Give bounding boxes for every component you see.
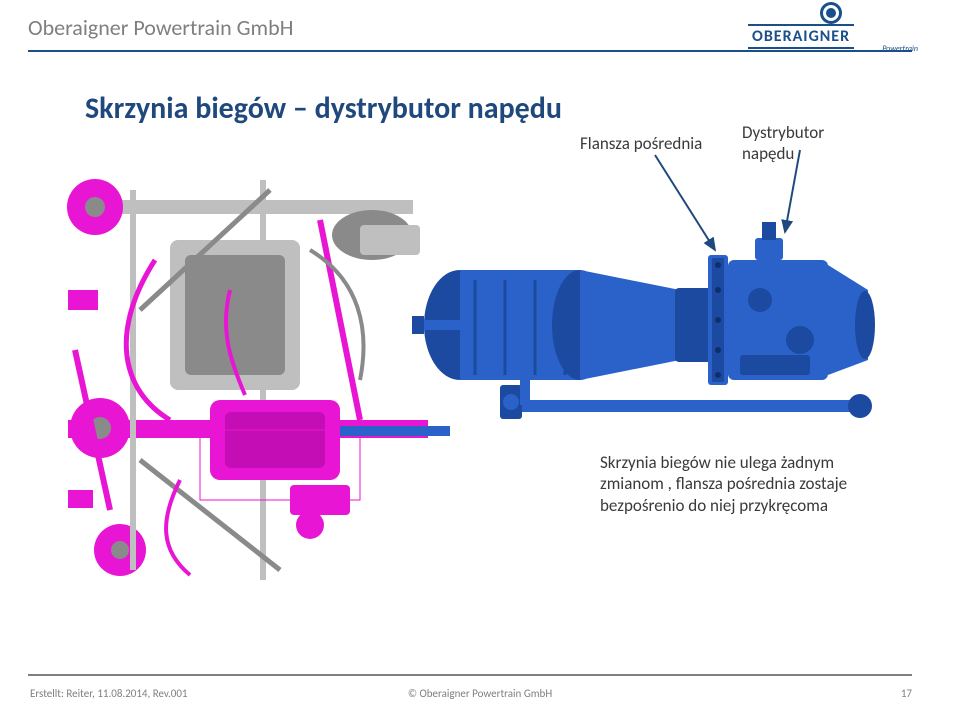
logo-main-text: OBERAIGNER <box>748 24 854 49</box>
footer-page-number: 17 <box>901 687 912 700</box>
footer: Erstellt: Reiter, 11.08.2014, Rev.001 © … <box>0 670 960 712</box>
logo-sub-text: Powertrain <box>882 44 918 54</box>
header-company: Oberaigner Powertrain GmbH <box>28 14 293 41</box>
header: Oberaigner Powertrain GmbH OBERAIGNER Po… <box>0 0 960 58</box>
figure: Flansza pośrednia Dystrybutor napędu <box>60 130 880 600</box>
footer-divider <box>28 674 912 676</box>
gear-icon <box>820 2 842 24</box>
page-title: Skrzynia biegów – dystrybutor napędu <box>85 90 562 127</box>
header-divider <box>28 50 912 52</box>
company-logo: OBERAIGNER Powertrain <box>748 6 918 50</box>
figure-svg <box>60 130 880 600</box>
annotation-text: Skrzynia biegów nie ulega żadnym zmianom… <box>600 452 890 516</box>
footer-center: © Oberaigner Powertrain GmbH <box>0 687 960 700</box>
